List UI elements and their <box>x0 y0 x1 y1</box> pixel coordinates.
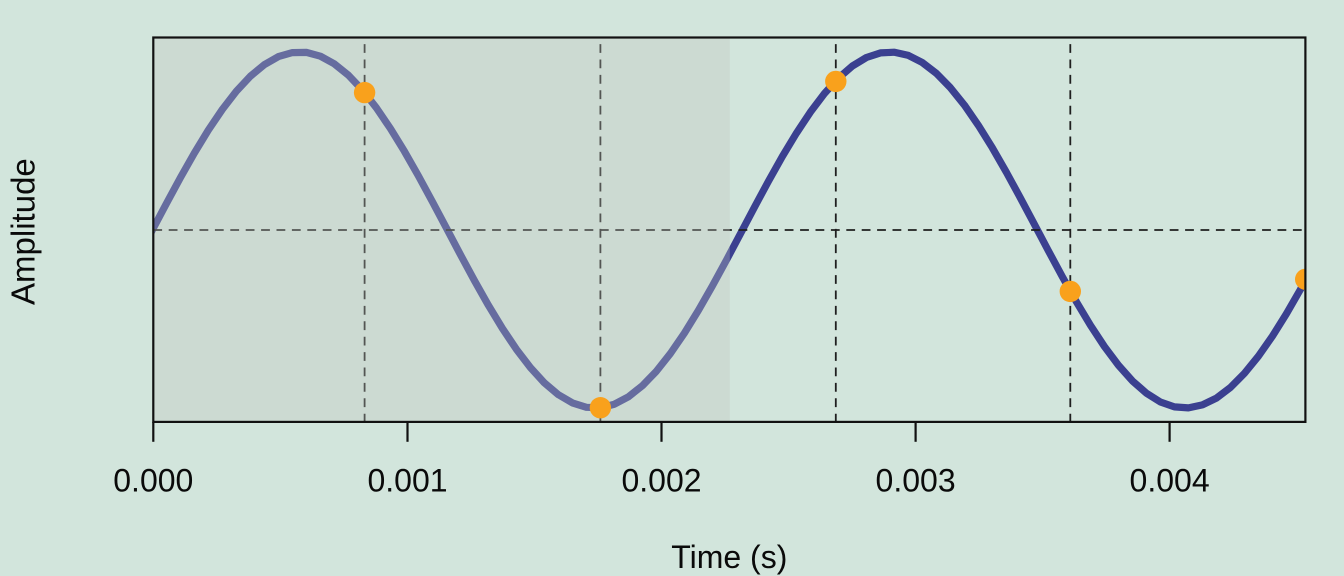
svg-text:Amplitude: Amplitude <box>4 158 41 305</box>
svg-text:0.001: 0.001 <box>367 463 447 499</box>
svg-text:0.000: 0.000 <box>113 463 193 499</box>
svg-text:0.002: 0.002 <box>621 463 701 499</box>
svg-text:Time (s): Time (s) <box>671 539 787 575</box>
svg-text:0.004: 0.004 <box>1130 463 1210 499</box>
svg-text:0.003: 0.003 <box>876 463 956 499</box>
